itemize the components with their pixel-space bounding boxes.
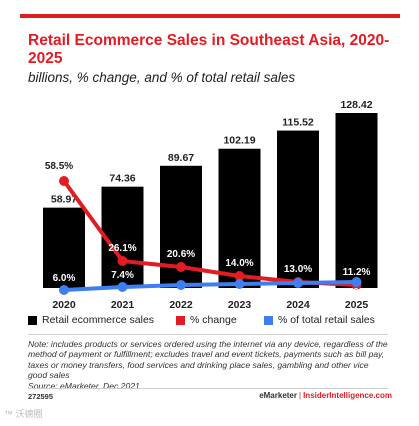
bar-2025	[335, 113, 378, 288]
bar-value-labels: 58.97 74.36 89.67 102.19 115.52 128.42	[51, 99, 373, 206]
label-of-total-retail-sales-2024: 9.3%	[287, 288, 310, 299]
line-of-total-retail-sales	[63, 280, 357, 292]
legend-label-change: % change	[190, 314, 237, 326]
bar-2024	[277, 130, 319, 288]
note-divider	[28, 334, 388, 335]
x-axis-tick-labels: 2020 2021 2022 2023 2024 2025	[52, 299, 368, 311]
point-of-total-retail-sales-2025	[351, 277, 362, 287]
brand-credit: eMarketer | InsiderIntelligence.com	[259, 391, 392, 400]
bar-label-2025: 128.42	[340, 99, 372, 111]
source-text: Source: eMarketer, Dec 2021	[28, 380, 140, 391]
label-of-total-retail-sales-2021: 7.4%	[111, 270, 134, 281]
chart-subtitle: billions, % change, and % of total retai…	[28, 70, 296, 85]
x-tick-2025: 2025	[345, 299, 369, 311]
point-change-2020	[59, 176, 69, 186]
point-of-total-retail-sales-2023	[234, 279, 245, 289]
point-of-total-retail-sales-2024	[293, 278, 303, 288]
brand-site: InsiderIntelligence.com	[303, 391, 392, 400]
bar-label-2024: 115.52	[282, 117, 314, 129]
point-of-total-retail-sales-2020	[59, 285, 69, 295]
legend-swatch-share	[264, 315, 273, 325]
footer-divider	[28, 388, 388, 389]
legend-label-share: % of total retail sales	[278, 314, 375, 326]
footnote: Note: includes products or services orde…	[28, 339, 388, 391]
watermark: ™ 沃德圈	[4, 409, 43, 419]
bar-label-2023: 102.19	[223, 135, 255, 147]
label-change-2020: 58.5%	[45, 161, 73, 172]
x-tick-2021: 2021	[111, 299, 135, 311]
chart-title: Retail Ecommerce Sales in Southeast Asia…	[28, 32, 390, 67]
label-change-2021: 26.1%	[108, 243, 136, 254]
point-change-2023	[234, 271, 245, 281]
label-change-2023: 14.0%	[225, 258, 253, 269]
legend: Retail ecommerce sales % change % of tot…	[28, 314, 392, 330]
legend-label-sales: Retail ecommerce sales	[42, 314, 155, 326]
bar-label-2020: 58.97	[51, 194, 77, 206]
x-tick-2023: 2023	[228, 299, 252, 311]
label-of-total-retail-sales-2020: 6.0%	[53, 273, 76, 284]
legend-item-sales: Retail ecommerce sales	[28, 314, 154, 326]
combo-chart: 58.97 74.36 89.67 102.19 115.52 128.42 58.5% 2…	[43, 99, 378, 311]
x-tick-2020: 2020	[52, 299, 76, 311]
label-change-2024: 13.0%	[284, 264, 312, 275]
accent-bar	[20, 14, 400, 18]
chart-card: Retail Ecommerce Sales in Southeast Asia…	[20, 14, 400, 404]
label-of-total-retail-sales-2025: 9.9%	[345, 287, 368, 298]
line-series: 58.5% 26.1% 20.6% 14.0% 13.0% 11.2% 6.0% 7.4% 8.…	[45, 161, 371, 301]
label-change-2022: 20.6%	[167, 249, 195, 260]
x-tick-2024: 2024	[286, 299, 310, 311]
label-of-total-retail-sales-2023: 8.7%	[228, 289, 251, 300]
legend-swatch-change	[176, 315, 185, 325]
legend-swatch-sales	[28, 315, 37, 325]
bar-label-2022: 89.67	[168, 152, 194, 164]
brand-emarketer: eMarketer	[259, 391, 297, 400]
legend-item-share: % of total retail sales	[264, 314, 375, 326]
brand-separator: |	[299, 391, 302, 400]
bar-2021	[101, 186, 144, 288]
legend-item-change: % change	[176, 314, 237, 326]
label-change-2025: 11.2%	[343, 267, 371, 278]
point-change-2021	[117, 256, 128, 266]
label-of-total-retail-sales-2022: 8.2%	[170, 290, 193, 301]
point-of-total-retail-sales-2022	[176, 280, 186, 290]
note-text: Note: includes products or services orde…	[28, 339, 388, 381]
bar-2020	[43, 207, 85, 288]
point-change-2022	[176, 262, 186, 272]
x-tick-2022: 2022	[169, 299, 193, 311]
chart-id: 272595	[28, 392, 54, 401]
bar-series	[43, 113, 378, 288]
bar-label-2021: 74.36	[109, 173, 135, 185]
bar-2023	[218, 148, 261, 288]
point-of-total-retail-sales-2021	[117, 282, 128, 292]
